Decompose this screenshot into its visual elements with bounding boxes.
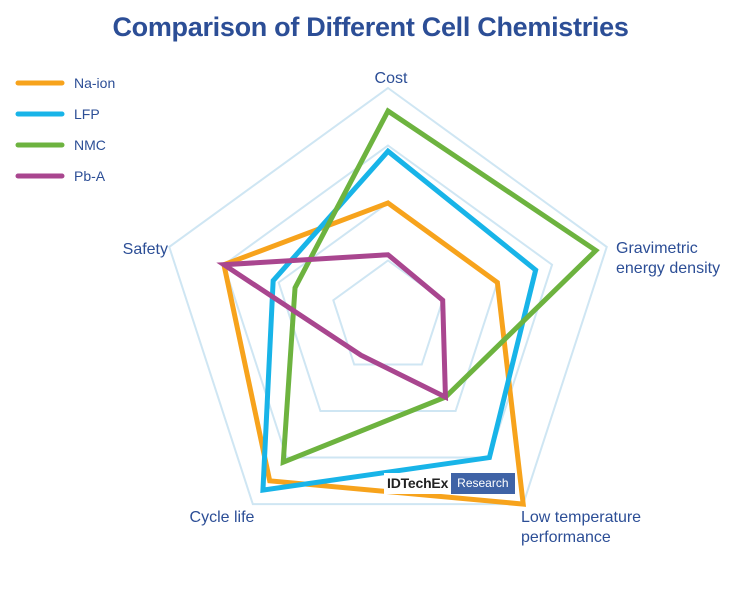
radar-series bbox=[216, 107, 600, 507]
axis-label-1: Cost bbox=[375, 70, 408, 87]
chart-title: Comparison of Different Cell Chemistries bbox=[112, 12, 629, 42]
watermark-tag: Research bbox=[451, 473, 515, 494]
axis-label-2: Gravimetric energy density bbox=[616, 240, 720, 277]
grid-ring-4 bbox=[168, 86, 608, 506]
axis-label-4: Cycle life bbox=[190, 509, 255, 526]
axis-label-5: Safety bbox=[123, 241, 168, 258]
legend-label-nmc: NMC bbox=[74, 137, 106, 153]
grid-ring-3 bbox=[222, 144, 554, 459]
axis-labels: Cost Gravimetric energy density Low tempera… bbox=[123, 70, 720, 546]
legend-label-na-ion: Na-ion bbox=[74, 75, 115, 91]
watermark: IDTechEx Research bbox=[384, 473, 515, 494]
axis-label-3: Low temperature performance bbox=[521, 509, 641, 546]
series-lfp bbox=[260, 147, 539, 494]
legend-label-lfp: LFP bbox=[74, 106, 100, 122]
series-nmc bbox=[280, 107, 600, 467]
legend: Na-ion LFP NMC Pb-A bbox=[15, 75, 115, 184]
series-pb-a bbox=[216, 252, 449, 402]
legend-label-pb-a: Pb-A bbox=[74, 168, 106, 184]
watermark-brand: IDTechEx bbox=[384, 473, 452, 494]
